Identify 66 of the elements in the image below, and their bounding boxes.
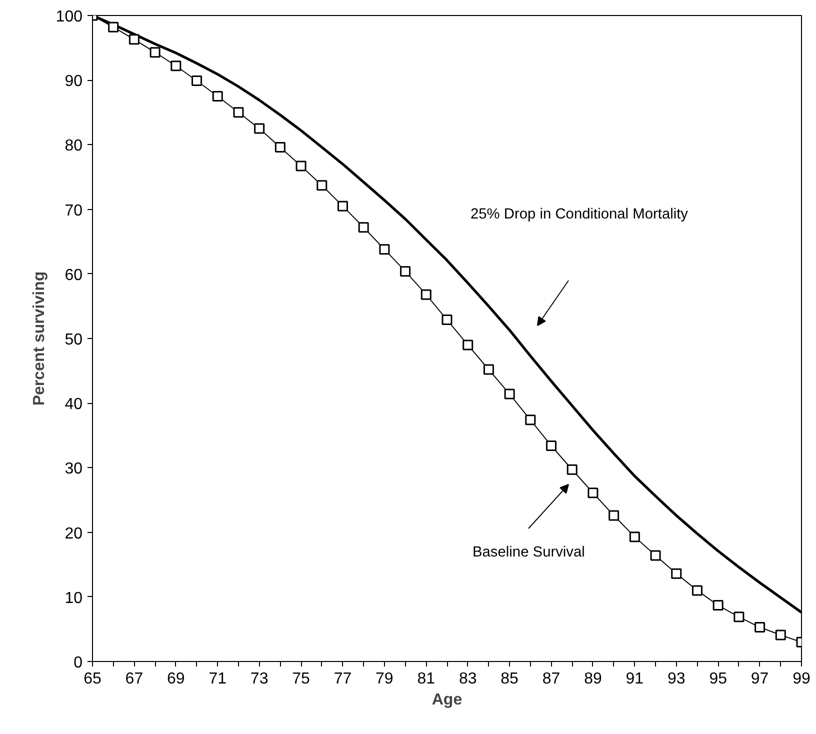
y-tick-label: 60 [64, 266, 83, 284]
point [588, 488, 598, 498]
x-tick-label: 71 [208, 670, 227, 688]
point [192, 75, 202, 86]
point [442, 314, 452, 326]
point [525, 414, 536, 426]
point [712, 600, 724, 611]
y-tick-label: 0 [74, 654, 83, 672]
x-tick-label: 65 [84, 670, 102, 688]
point [379, 244, 390, 255]
x-tick-label: 99 [792, 670, 810, 688]
point [734, 612, 744, 622]
point [420, 289, 432, 300]
point [296, 160, 306, 172]
point [316, 180, 328, 191]
x-tick-label: 75 [292, 670, 310, 688]
x-axis-title: Age [432, 692, 462, 708]
point [150, 47, 160, 58]
y-tick-label: 80 [64, 138, 83, 155]
point [108, 22, 119, 32]
point [754, 622, 766, 633]
x-tick-label: 85 [500, 670, 519, 688]
x-tick-label: 77 [334, 670, 352, 688]
y-axis-title: Percent surviving [30, 271, 48, 406]
x-tick-label: 87 [542, 670, 560, 688]
point [233, 107, 244, 118]
point [274, 142, 286, 153]
y-tick-label: 70 [64, 202, 83, 220]
text: Baseline Survival [472, 544, 585, 560]
point [170, 60, 182, 72]
y-tick-label: 30 [64, 460, 83, 478]
point [566, 464, 578, 475]
x-tick-label: 79 [376, 670, 394, 688]
y-tick-label: 20 [64, 525, 83, 542]
x-tick-label: 97 [750, 670, 769, 688]
y-tick-label: 10 [64, 590, 83, 607]
point [358, 222, 369, 233]
point [212, 91, 223, 102]
point [400, 266, 411, 277]
x-tick-label: 91 [626, 670, 644, 688]
point [546, 440, 557, 451]
x-tick-label: 69 [167, 670, 185, 688]
x-tick-label: 67 [125, 670, 144, 688]
point [483, 364, 494, 375]
x-tick-label: 93 [667, 670, 686, 688]
point [671, 568, 682, 579]
point [629, 532, 640, 542]
x-tick-label: 81 [417, 670, 436, 688]
point [608, 510, 620, 521]
text: 25% Drop in Conditional Mortality [470, 206, 689, 222]
y-tick-label: 40 [64, 396, 83, 414]
point [337, 200, 348, 212]
x-tick-label: 89 [584, 670, 602, 688]
y-tick-label: 90 [64, 73, 83, 90]
point [775, 630, 786, 640]
x-tick-label: 95 [709, 670, 728, 688]
y-tick-label: 100 [56, 8, 83, 26]
point [254, 123, 265, 134]
point [504, 388, 515, 400]
y-tick-label: 50 [64, 332, 83, 348]
point [692, 585, 702, 596]
x-tick-label: 83 [458, 670, 477, 688]
point [462, 340, 474, 350]
x-tick-label: 73 [250, 670, 268, 688]
point [128, 34, 140, 45]
point [650, 550, 661, 561]
